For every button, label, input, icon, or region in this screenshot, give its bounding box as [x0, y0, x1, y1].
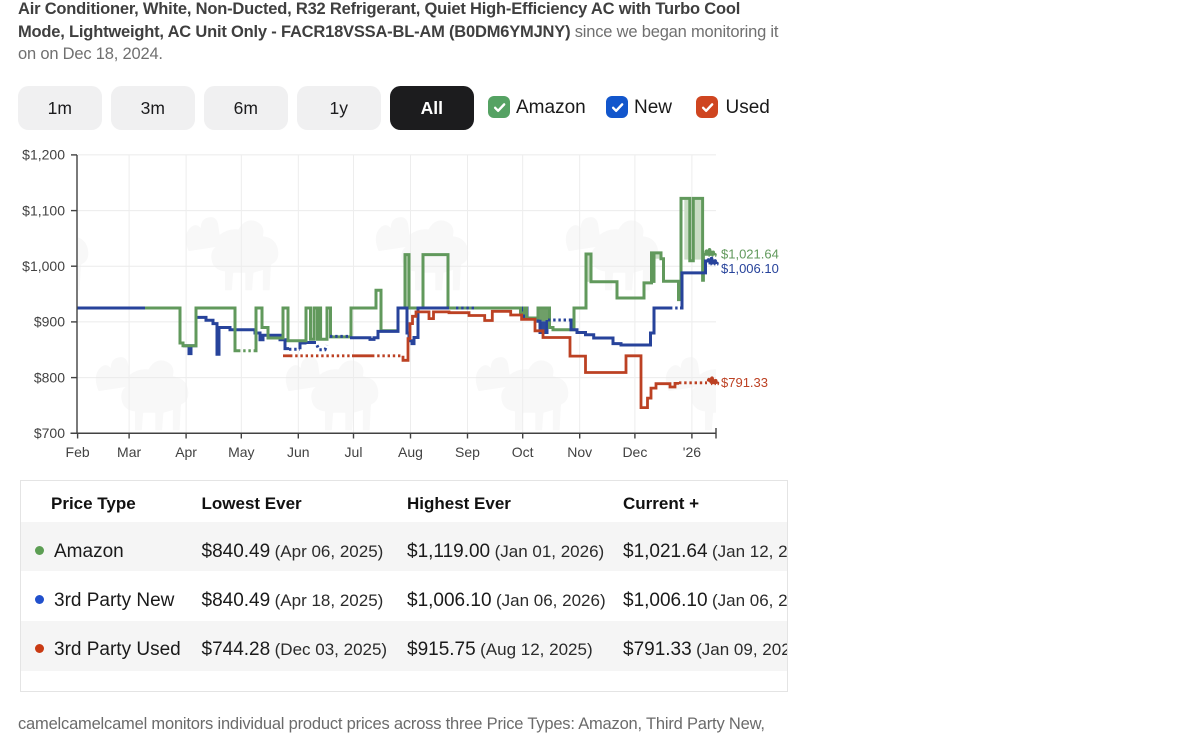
svg-text:$1,006.10: $1,006.10 — [721, 261, 779, 276]
svg-text:$1,021.64: $1,021.64 — [721, 247, 779, 262]
svg-text:$700: $700 — [34, 425, 65, 441]
svg-text:$791.33: $791.33 — [721, 375, 768, 390]
svg-text:$800: $800 — [34, 369, 65, 385]
svg-text:$1,000: $1,000 — [22, 258, 65, 274]
svg-text:Oct: Oct — [512, 444, 534, 460]
svg-text:'26: '26 — [683, 444, 701, 460]
svg-text:Aug: Aug — [398, 444, 423, 460]
svg-text:$900: $900 — [34, 314, 65, 330]
svg-text:Dec: Dec — [622, 444, 647, 460]
svg-text:Mar: Mar — [117, 444, 141, 460]
svg-text:$1,200: $1,200 — [22, 147, 65, 163]
svg-text:Sep: Sep — [455, 444, 480, 460]
svg-text:Feb: Feb — [66, 444, 90, 460]
svg-text:Nov: Nov — [567, 444, 592, 460]
svg-text:Apr: Apr — [175, 444, 197, 460]
svg-text:Jun: Jun — [287, 444, 310, 460]
svg-text:Jul: Jul — [345, 444, 363, 460]
svg-text:May: May — [228, 444, 254, 460]
svg-text:$1,100: $1,100 — [22, 202, 65, 218]
